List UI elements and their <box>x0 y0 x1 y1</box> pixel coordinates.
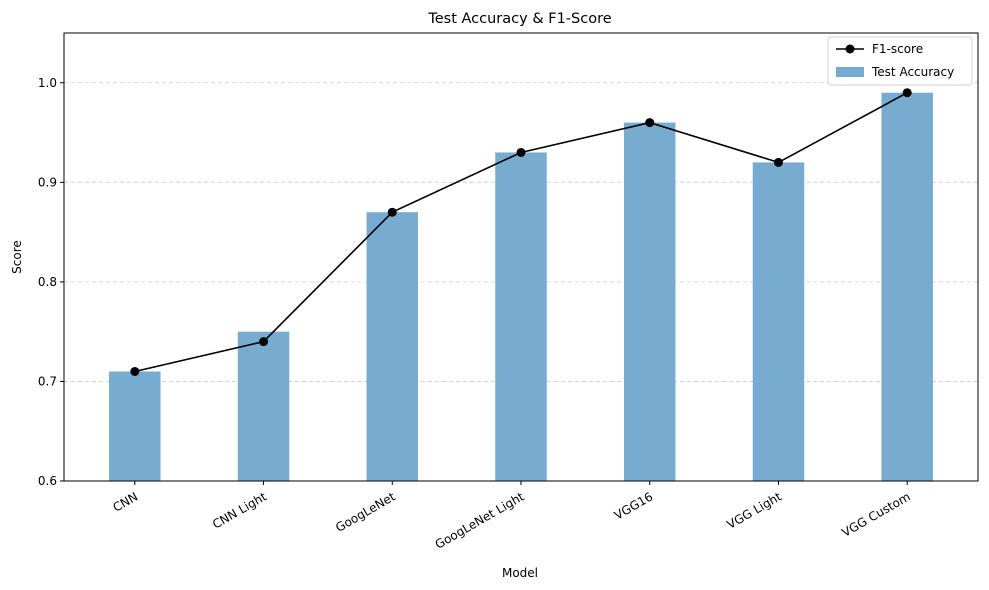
x-ticks: CNN CNN Light GoogLeNet GoogLeNet Light VGG1… <box>110 481 913 552</box>
bar <box>237 331 290 481</box>
bar <box>623 122 676 481</box>
bars <box>109 92 933 481</box>
f1-point <box>387 207 397 217</box>
chart-title: Test Accuracy & F1-Score <box>427 11 611 27</box>
x-tick-label: GoogLeNet <box>333 489 398 535</box>
f1-line <box>130 88 912 376</box>
x-tick-label: GoogLeNet Light <box>433 489 527 551</box>
f1-point <box>902 88 912 98</box>
bar <box>495 152 547 481</box>
bar <box>109 371 161 481</box>
legend: F1-score Test Accuracy <box>827 36 973 86</box>
bar <box>881 92 933 481</box>
f1-point <box>130 366 140 376</box>
legend-label-f1: F1-score <box>872 42 923 56</box>
x-tick-label: CNN <box>110 489 140 514</box>
y-tick-label: 0.8 <box>38 275 57 289</box>
x-tick-label: VGG Custom <box>839 489 912 539</box>
x-tick-label: CNN Light <box>210 489 269 531</box>
y-ticks: 0.6 0.7 0.8 0.9 1.0 <box>38 76 64 488</box>
f1-point <box>773 157 783 167</box>
y-tick-label: 0.9 <box>38 175 57 189</box>
x-axis-label: Model <box>502 566 538 580</box>
f1-point <box>259 337 269 347</box>
bar <box>752 162 805 481</box>
x-tick-label: VGG16 <box>612 489 655 522</box>
y-axis-label: Score <box>10 240 24 274</box>
legend-bar-swatch <box>836 67 864 77</box>
f1-point <box>516 147 526 157</box>
legend-label-accuracy: Test Accuracy <box>871 65 954 79</box>
f1-point <box>645 118 655 128</box>
y-tick-label: 0.6 <box>38 474 57 488</box>
bar <box>366 212 419 481</box>
legend-line-marker <box>845 44 855 54</box>
x-tick-label: VGG Light <box>725 489 785 532</box>
y-tick-label: 1.0 <box>38 76 57 90</box>
y-tick-label: 0.7 <box>38 374 57 388</box>
